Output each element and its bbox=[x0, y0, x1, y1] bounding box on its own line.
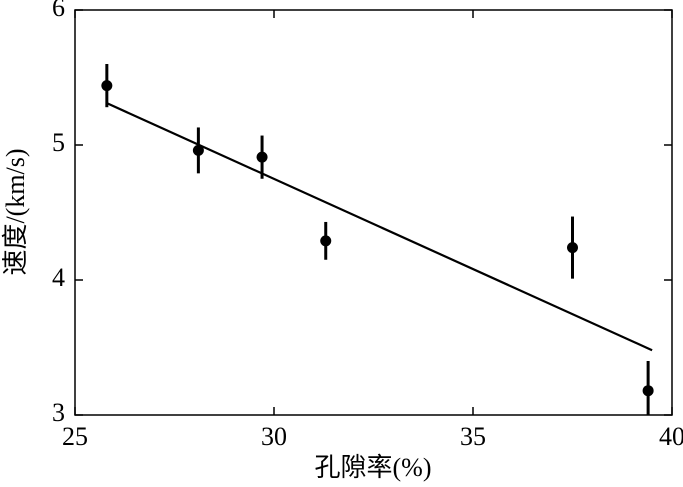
data-point bbox=[192, 144, 204, 156]
data-point bbox=[101, 80, 113, 92]
y-tick-label: 6 bbox=[52, 0, 65, 22]
x-tick-label: 30 bbox=[261, 422, 287, 451]
plot-frame bbox=[74, 9, 673, 416]
x-axis-label: 孔隙率(%) bbox=[315, 453, 432, 482]
y-tick-label: 3 bbox=[52, 398, 65, 427]
x-tick-label: 35 bbox=[460, 422, 486, 451]
x-tick-label: 25 bbox=[62, 422, 88, 451]
data-point bbox=[320, 235, 332, 247]
data-point bbox=[642, 385, 654, 397]
data-point bbox=[256, 151, 268, 163]
data-point bbox=[567, 242, 578, 254]
y-axis-label: 速度/(km/s) bbox=[1, 148, 30, 275]
y-tick-label: 5 bbox=[52, 128, 65, 157]
x-tick-label: 40 bbox=[659, 422, 683, 451]
fit-line bbox=[106, 102, 653, 352]
y-tick-label: 4 bbox=[52, 263, 65, 292]
